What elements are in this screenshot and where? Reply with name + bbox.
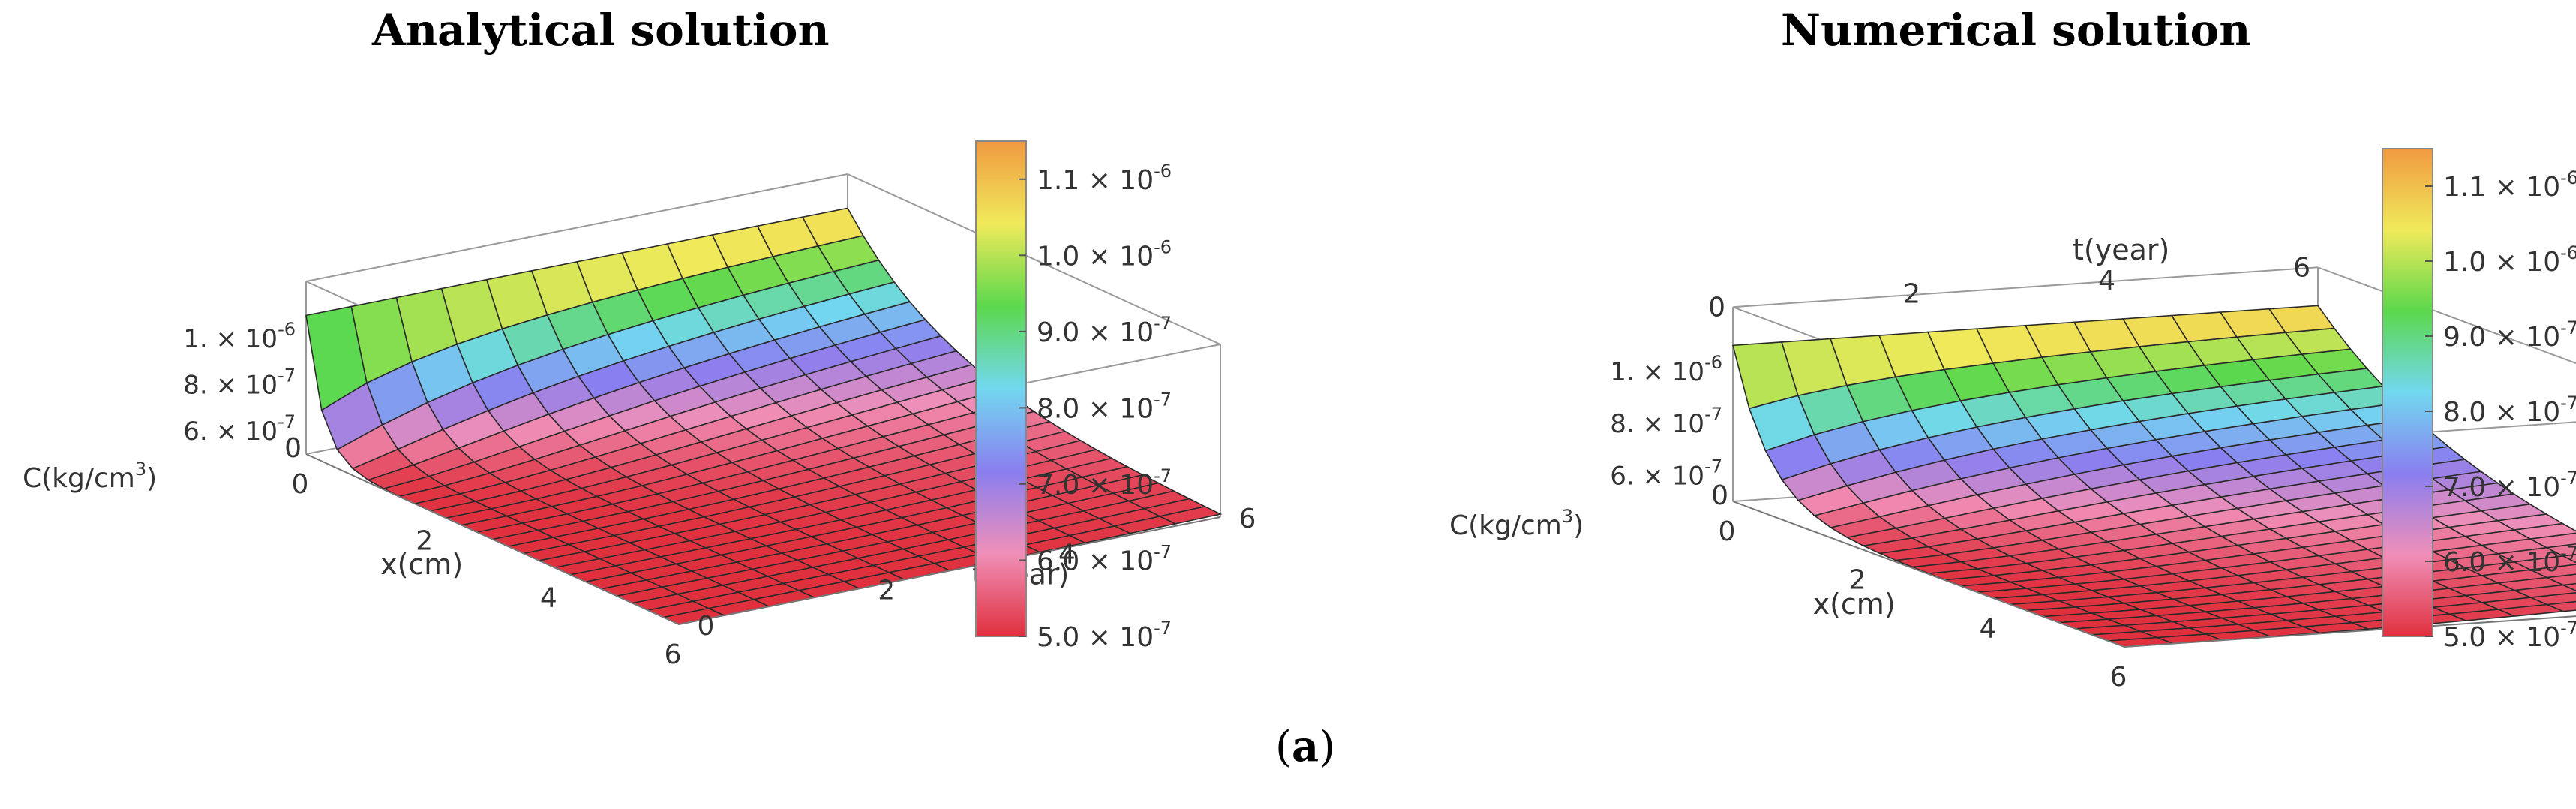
analytical-chart-title: Analytical solution [372,5,830,56]
x-tick-label: 2 [1849,565,1866,596]
z-tick-label: 6. × 10-7 [1610,456,1722,491]
colorbar-tick-label: 1.0 × 10-6 [2443,242,2576,278]
z-tick-label: 6. × 10-7 [183,411,296,447]
colorbar-tick-label: 1.1 × 10-6 [1037,161,1172,196]
t-tick-label: 2 [1903,279,1920,310]
z-tick-label: 8. × 10-7 [183,365,296,401]
x-tick-label: 2 [416,526,433,557]
colorbar-tick-label: 8.0 × 10-7 [2443,392,2576,428]
t-tick-label: 4 [2098,266,2115,296]
z-axis-label: C(kg/cm3) [23,459,157,494]
colorbar-gradient [975,140,1027,637]
colorbar-tick-label: 7.0 × 10-7 [2443,468,2576,503]
z-origin-tick: 0 [284,433,302,464]
colorbar-tick-label: 5.0 × 10-7 [1037,618,1172,653]
colorbar-tick-label: 6.0 × 10-7 [2443,543,2576,578]
t-tick-label: 0 [698,611,715,642]
colorbar-tick-label: 9.0 × 10-7 [2443,317,2576,353]
colorbar-gradient [2382,148,2433,637]
x-axis-label: x(cm) [1813,588,1896,621]
colorbar-tick-label: 5.0 × 10-7 [2443,618,2576,653]
t-axis-label: t(year) [2073,233,2169,266]
surface-patch [1731,341,1799,410]
colorbar-tick-label: 1.1 × 10-6 [2443,167,2576,203]
x-tick-label: 0 [1719,516,1736,547]
x-tick-label: 4 [1980,613,1997,644]
x-axis-line [1732,501,2125,648]
colorbar-tick-label: 9.0 × 10-7 [1037,313,1172,348]
surface-patch [305,305,368,411]
x-axis-label: x(cm) [380,548,463,581]
z-tick-label: 1. × 10-6 [1610,352,1722,387]
x-tick-label: 6 [665,639,682,670]
z-axis-label: C(kg/cm3) [1449,506,1584,541]
z-tick-label: 1. × 10-6 [183,319,296,354]
x-tick-label: 0 [292,469,309,500]
colorbar-tick-label: 6.0 × 10-7 [1037,541,1172,576]
t-axis-line [678,516,1221,625]
x-tick-label: 4 [540,582,557,613]
colorbar-tick-label: 1.0 × 10-6 [1037,236,1172,272]
t-tick-label: 4 [1058,540,1076,570]
t-tick-label: 6 [1239,504,1256,534]
analytical-colorbar: 1.1 × 10-6 1.0 × 10-6 9.0 × 10-7 8.0 × 10-7… [975,140,1172,653]
colorbar-tick-label: 8.0 × 10-7 [1037,389,1172,424]
caption-label: a [1291,722,1320,771]
x-tick-label: 6 [2110,662,2127,693]
t-tick-label: 6 [2293,252,2310,283]
x-axis-line [305,453,680,625]
z-tick-label: 8. × 10-7 [1610,404,1722,439]
z-origin-tick: 0 [1711,480,1728,511]
figure-caption: (a) [1275,722,1336,771]
colorbar-tick-label: 7.0 × 10-7 [1037,465,1172,501]
numerical-colorbar: 1.1 × 10-6 1.0 × 10-6 9.0 × 10-7 8.0 × 10-7… [2382,148,2576,653]
numerical-chart-title: Numerical solution [1781,5,2251,56]
t-tick-label: 0 [1708,292,1725,323]
t-tick-label: 2 [878,575,895,606]
